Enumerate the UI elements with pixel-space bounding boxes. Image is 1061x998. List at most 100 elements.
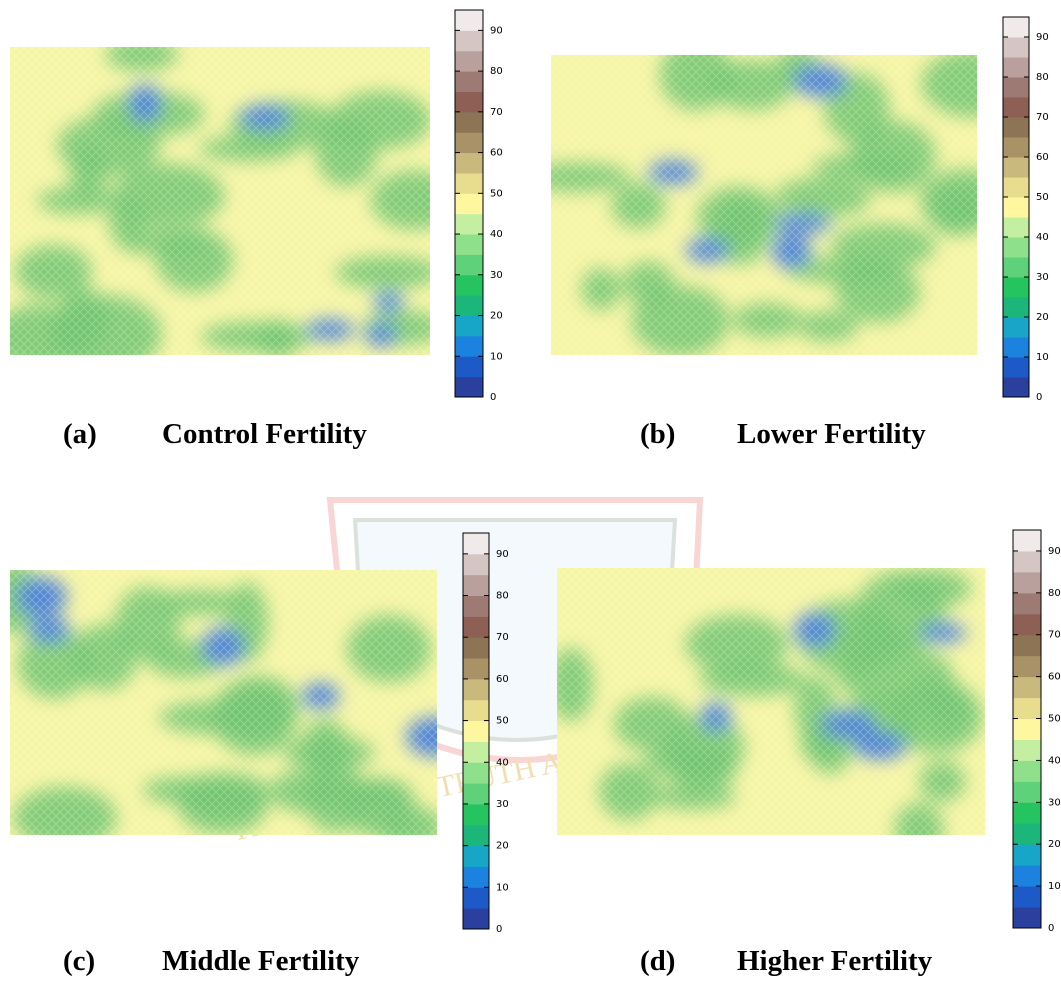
panel-title: Control Fertility — [162, 418, 367, 450]
colorbar-band — [463, 783, 489, 804]
colorbar-band — [1013, 823, 1041, 844]
panel-label: (a) — [63, 418, 97, 450]
colorbar-band — [455, 30, 483, 51]
colorbar-tick-label: 10 — [496, 882, 509, 893]
colorbar-band — [1003, 117, 1029, 138]
colorbar-band — [1003, 317, 1029, 338]
colorbar-band — [463, 762, 489, 783]
colorbar-tick-label: 60 — [1048, 672, 1061, 683]
colorbar-band — [1003, 77, 1029, 98]
heatmap-texture — [551, 55, 977, 355]
colorbar-tick-label: 10 — [1048, 881, 1061, 892]
colorbar-band — [1003, 217, 1029, 238]
colorbar-tick-label: 80 — [1036, 72, 1049, 83]
colorbar-band — [455, 295, 483, 316]
colorbar-band — [463, 741, 489, 762]
colorbar-tick-label: 30 — [1036, 272, 1049, 283]
colorbar-band — [1013, 593, 1041, 614]
colorbar-band — [463, 866, 489, 887]
heatmap-texture — [10, 47, 430, 355]
colorbar-band — [463, 616, 489, 637]
colorbar-tick-label: 0 — [490, 392, 496, 403]
colorbar-tick-label: 50 — [490, 188, 503, 199]
colorbar-band — [455, 10, 483, 31]
colorbar-band — [463, 679, 489, 700]
colorbar-band — [1013, 551, 1041, 572]
colorbar-tick-label: 40 — [490, 229, 503, 240]
heatmap — [0, 38, 458, 373]
heatmap — [548, 568, 985, 858]
colorbar-band — [1013, 572, 1041, 593]
colorbar-band — [463, 846, 489, 867]
colorbar-band — [1003, 177, 1029, 198]
colorbar-band — [463, 637, 489, 658]
colorbar-band — [1003, 377, 1029, 398]
colorbar-tick-label: 40 — [496, 757, 509, 768]
colorbar-tick-label: 80 — [496, 591, 509, 602]
colorbar-band — [1013, 781, 1041, 802]
colorbar-band — [463, 908, 489, 929]
colorbar-tick-label: 0 — [1036, 392, 1042, 403]
colorbar-band — [463, 700, 489, 721]
colorbar-band — [1003, 337, 1029, 358]
colorbar-band — [455, 153, 483, 174]
colorbar-band — [1013, 656, 1041, 677]
colorbar-tick-label: 10 — [1036, 352, 1049, 363]
colorbar-band — [1003, 237, 1029, 258]
colorbar-band — [1013, 739, 1041, 760]
colorbar-band — [1013, 698, 1041, 719]
colorbar-band — [1013, 844, 1041, 865]
colorbar-band — [455, 336, 483, 357]
colorbar-band — [455, 377, 483, 398]
colorbar-band — [1013, 635, 1041, 656]
colorbar-tick-label: 20 — [496, 841, 509, 852]
colorbar-band — [1013, 865, 1041, 886]
colorbar-band — [1013, 530, 1041, 551]
colorbar-band — [1003, 297, 1029, 318]
figure: KNOWLEDGE, TRUTH AND EXCELLENCE 01020304… — [0, 0, 1061, 998]
colorbar-tick-label: 0 — [496, 924, 502, 935]
panel-label: (d) — [640, 945, 675, 977]
colorbar-band — [463, 575, 489, 596]
colorbar-band — [455, 71, 483, 92]
colorbar-band — [1003, 277, 1029, 298]
colorbar-tick-label: 30 — [496, 799, 509, 810]
colorbar-band — [1003, 357, 1029, 378]
colorbar-tick-label: 20 — [1048, 839, 1061, 850]
heatmap — [525, 39, 1026, 355]
colorbar-tick-label: 10 — [490, 351, 503, 362]
heatmap-texture — [10, 570, 437, 835]
heatmap-texture — [557, 568, 985, 835]
colorbar-band — [1013, 677, 1041, 698]
panel-title: Higher Fertility — [737, 945, 933, 977]
colorbar-tick-label: 50 — [496, 716, 509, 727]
colorbar-band — [455, 214, 483, 235]
colorbar-tick-label: 50 — [1048, 714, 1061, 725]
colorbar-band — [463, 887, 489, 908]
colorbar-band — [1013, 614, 1041, 635]
colorbar-band — [463, 658, 489, 679]
panel-label: (c) — [63, 945, 95, 977]
heatmap — [0, 560, 464, 849]
colorbar-tick-label: 60 — [1036, 152, 1049, 163]
colorbar-band — [455, 193, 483, 214]
colorbar-band — [455, 275, 483, 296]
colorbar-tick-label: 30 — [490, 270, 503, 281]
colorbar-band — [1003, 137, 1029, 158]
colorbar-tick-label: 90 — [496, 549, 509, 560]
colorbar-tick-label: 90 — [490, 25, 503, 36]
colorbar-band — [455, 173, 483, 194]
colorbar-band — [1003, 197, 1029, 218]
colorbar-tick-label: 70 — [1036, 112, 1049, 123]
panel-title: Lower Fertility — [737, 418, 926, 450]
colorbar-tick-label: 70 — [490, 107, 503, 118]
colorbar-band — [1003, 157, 1029, 178]
colorbar-band — [455, 356, 483, 377]
colorbar-tick-label: 80 — [1048, 588, 1061, 599]
colorbar-band — [455, 112, 483, 133]
colorbar-band — [455, 51, 483, 72]
colorbar-band — [1013, 719, 1041, 740]
colorbar-band — [1013, 760, 1041, 781]
colorbar-tick-label: 20 — [1036, 312, 1049, 323]
colorbar-band — [463, 825, 489, 846]
